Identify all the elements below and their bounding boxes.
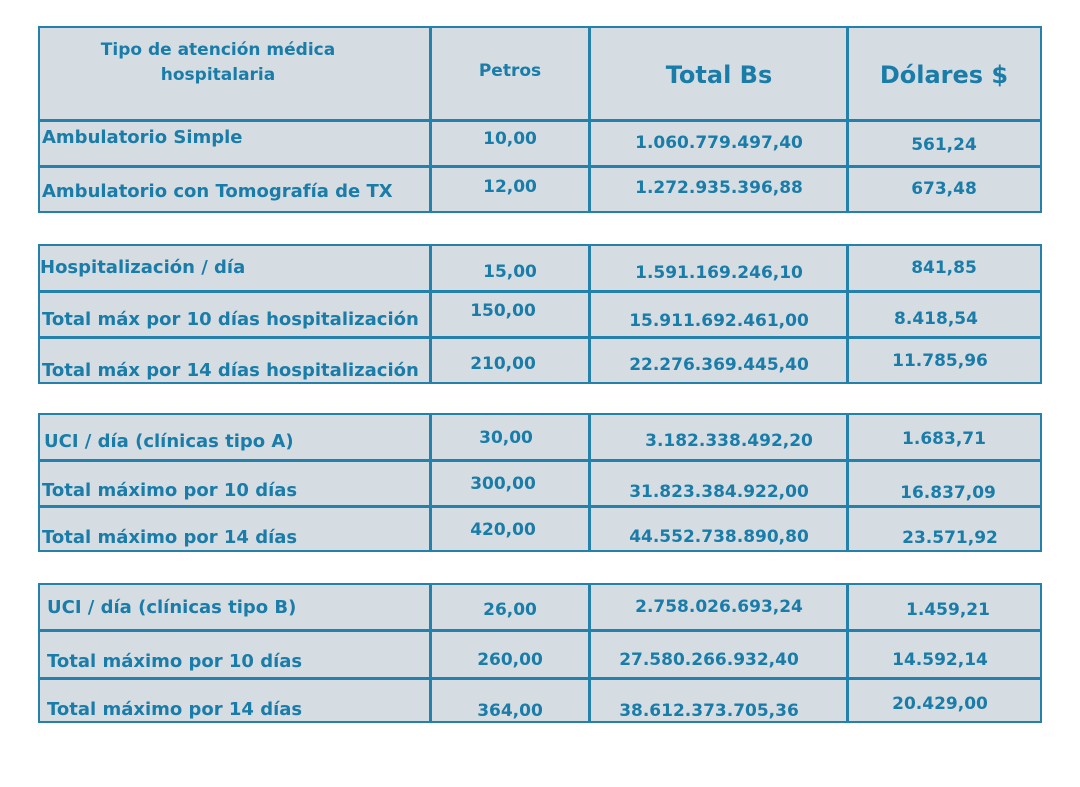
table-row-petros: 150,00 [470,301,536,321]
table-row-label: Hospitalización / día [40,257,246,278]
table-row-petros: 15,00 [483,262,537,282]
table-row-label: Total máx por 14 días hospitalización [42,360,419,381]
table-row-usd: 20.429,00 [892,694,988,714]
table-row-petros: 420,00 [470,520,536,540]
table-row-petros: 260,00 [477,650,543,670]
table-row-bs: 44.552.738.890,80 [629,527,809,547]
table-row-petros: 30,00 [479,428,533,448]
row-divider [40,165,1040,168]
table-group-hospitalizacion: Hospitalización / día 15,00 1.591.169.24… [38,244,1042,384]
column-divider [846,246,849,382]
table-row-label: Ambulatorio Simple [42,127,243,148]
table-row-petros: 26,00 [483,600,537,620]
column-divider [846,415,849,550]
header-col-bs: Total Bs [665,61,773,89]
table-row-bs: 1.591.169.246,10 [635,263,803,283]
row-divider [40,119,1040,122]
column-divider [429,585,432,721]
column-divider [429,246,432,382]
table-row-bs: 3.182.338.492,20 [645,431,813,451]
table-row-label: Total máx por 10 días hospitalización [42,309,419,330]
table-row-label: Total máximo por 14 días [47,699,303,720]
table-row-bs: 1.060.779.497,40 [635,133,803,153]
table-row-petros: 210,00 [470,354,536,374]
table-row-bs: 27.580.266.932,40 [619,650,799,670]
column-divider [588,246,591,382]
table-group-uci-tipo-b: UCI / día (clínicas tipo B) 26,00 2.758.… [38,583,1042,723]
table-row-bs: 38.612.373.705,36 [619,701,799,721]
table-row-bs: 22.276.369.445,40 [629,355,809,375]
table-row-usd: 14.592,14 [892,650,988,670]
row-divider [40,336,1040,339]
table-row-usd: 8.418,54 [894,309,978,329]
column-divider [588,585,591,721]
header-col-type: Tipo de atención médica hospitalaria [100,40,336,85]
table-row-label: Ambulatorio con Tomografía de TX [42,181,393,202]
table-row-bs: 15.911.692.461,00 [629,311,809,331]
row-divider [40,459,1040,462]
table-row-usd: 16.837,09 [900,483,996,503]
table-row-label: Total máximo por 10 días [42,480,298,501]
column-divider [846,585,849,721]
header-col-petros: Petros [478,61,542,81]
table-row-usd: 23.571,92 [902,528,998,548]
column-divider [429,415,432,550]
table-row-label: Total máximo por 14 días [42,527,298,548]
column-divider [588,415,591,550]
row-divider [40,505,1040,508]
row-divider [40,629,1040,632]
table-row-label: UCI / día (clínicas tipo A) [44,431,294,452]
table-row-usd: 1.459,21 [906,600,990,620]
table-group-ambulatorio: Tipo de atención médica hospitalaria Pet… [38,26,1042,213]
table-row-usd: 841,85 [911,258,977,278]
table-row-usd: 11.785,96 [892,351,988,371]
table-row-label: Total máximo por 10 días [47,651,303,672]
row-divider [40,290,1040,293]
table-group-uci-tipo-a: UCI / día (clínicas tipo A) 30,00 3.182.… [38,413,1042,552]
table-row-usd: 561,24 [911,135,977,155]
table-row-usd: 673,48 [911,179,977,199]
row-divider [40,677,1040,680]
table-row-bs: 2.758.026.693,24 [635,597,803,617]
table-row-petros: 364,00 [477,701,543,721]
table-row-petros: 10,00 [483,129,537,149]
table-row-label: UCI / día (clínicas tipo B) [47,597,297,618]
table-row-petros: 12,00 [483,177,537,197]
table-row-usd: 1.683,71 [902,429,986,449]
table-row-bs: 1.272.935.396,88 [635,178,803,198]
header-col-usd: Dólares $ [879,61,1009,89]
table-row-bs: 31.823.384.922,00 [629,482,809,502]
table-row-petros: 300,00 [470,474,536,494]
